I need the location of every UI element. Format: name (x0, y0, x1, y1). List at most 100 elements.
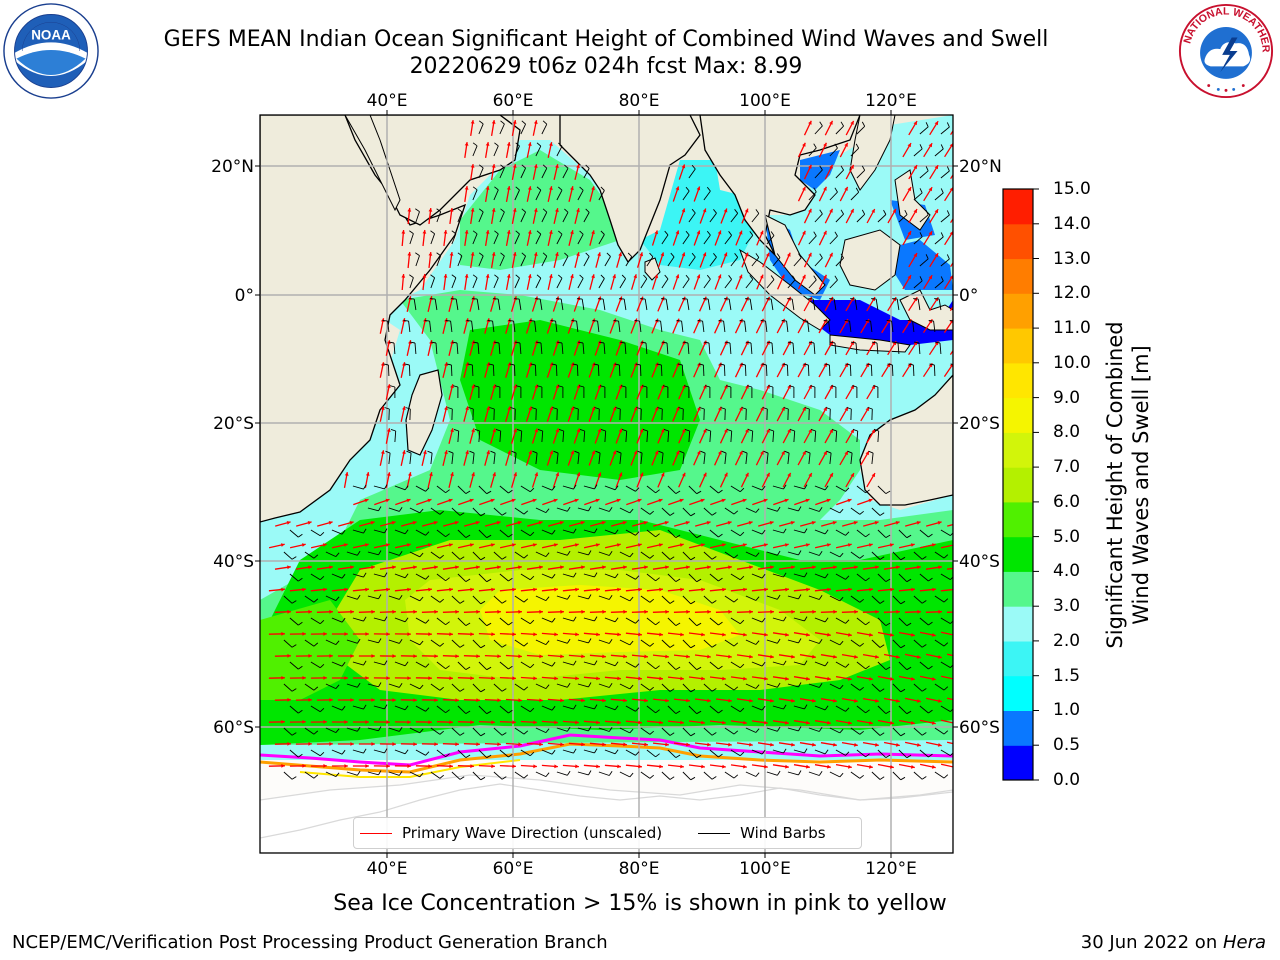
wind-barb-staff (871, 727, 881, 736)
wind-barb-staff (367, 771, 379, 776)
wind-barb-feather (335, 728, 340, 733)
wind-barb-feather (739, 487, 745, 493)
wave-arrow-head (910, 633, 915, 637)
wave-arrow-head (681, 428, 686, 433)
wind-barb-feather (906, 578, 912, 583)
wind-barb-feather (649, 554, 654, 559)
wave-arrow-head (602, 565, 606, 570)
wave-arrow-head (766, 428, 770, 433)
wind-barb-feather (940, 188, 944, 194)
wind-barb-staff (415, 485, 426, 492)
sea-ice-edge-pink (260, 733, 953, 767)
wave-arrow-head (287, 565, 291, 570)
wind-barb-staff (724, 639, 735, 647)
wind-barb-staff (450, 364, 453, 377)
wind-barb-feather (431, 341, 437, 344)
wind-barb-feather (335, 640, 340, 645)
wind-barb-feather (608, 683, 613, 688)
wind-barb-feather (363, 616, 367, 622)
wind-barb-staff (352, 573, 364, 578)
wind-barb-feather (649, 642, 654, 647)
wind-barb-feather (819, 253, 823, 259)
wind-barb-feather (865, 709, 870, 714)
wind-barb-staff (723, 364, 726, 377)
wind-barb-feather (545, 772, 550, 777)
wind-barb-feather (515, 385, 522, 388)
wind-barb-feather (453, 428, 459, 432)
wave-arrow-head (875, 742, 879, 747)
wind-barb-feather (409, 274, 414, 278)
colorbar-segment (1003, 432, 1033, 468)
wave-arrow-head (365, 764, 369, 768)
wind-barb-feather (664, 230, 669, 236)
wind-barb-feather (425, 707, 430, 712)
wind-barb-feather (529, 487, 535, 493)
wave-arrow-head (917, 565, 921, 570)
wind-barb-staff (514, 771, 525, 779)
wave-arrow-head (700, 498, 705, 503)
wave-arrow-head (722, 764, 726, 769)
wind-barb-staff (598, 771, 610, 776)
wind-barb-staff (541, 123, 548, 135)
wave-arrow-head (675, 362, 680, 367)
wind-barb-feather (684, 428, 690, 432)
wind-barb-feather (809, 341, 815, 344)
wind-barb-feather (357, 550, 361, 556)
wind-barb-feather (845, 707, 850, 712)
wave-arrow-head (527, 186, 532, 190)
wave-arrow-head (575, 587, 579, 592)
wind-barb-feather (399, 683, 403, 688)
map-legend: Primary Wave Direction (unscaled) Wind B… (353, 817, 862, 849)
wave-arrow-head (506, 142, 511, 146)
wave-arrow-head (323, 676, 327, 680)
wave-direction-legend-swatch (360, 832, 392, 834)
wind-barb-feather (706, 230, 711, 236)
wind-barb-staff (457, 617, 467, 626)
wind-barb-staff (723, 321, 726, 333)
wind-barb-feather (893, 341, 899, 344)
wind-barb-staff (514, 233, 520, 245)
wave-arrow-head (433, 521, 438, 525)
wind-barb-staff (812, 299, 816, 311)
wind-barb-feather (341, 573, 346, 579)
wind-barb-staff (562, 705, 574, 710)
wave-arrow-head (570, 450, 575, 455)
wind-barb-staff (455, 299, 459, 311)
wave-arrow-head (386, 632, 390, 636)
wind-barb-staff (850, 683, 861, 691)
wave-arrow-head (344, 472, 349, 476)
wind-barb-staff (940, 617, 951, 624)
wind-barb-feather (804, 748, 808, 754)
wind-barb-feather (500, 120, 505, 125)
wind-barb-feather (804, 407, 810, 410)
wind-barb-feather (459, 512, 465, 516)
wave-arrow-shaft (950, 217, 953, 224)
wind-barb-feather (599, 341, 605, 344)
wind-barb-feather (439, 554, 444, 559)
wind-barb-staff (283, 639, 293, 648)
wind-barb-staff (331, 529, 343, 535)
wind-barb-feather (594, 484, 598, 490)
wind-barb-feather (399, 727, 403, 732)
wave-arrow-head (812, 654, 816, 659)
wave-arrow-head (575, 632, 579, 637)
wind-barb-staff (430, 771, 441, 779)
lon-tick-top: 80°E (619, 91, 660, 111)
wind-barb-staff (835, 430, 838, 443)
wind-barb-staff (472, 683, 482, 693)
wind-barb-feather (592, 319, 598, 322)
wind-barb-staff (709, 485, 719, 494)
wave-arrow-head (665, 742, 669, 747)
wave-arrow-head (907, 275, 911, 280)
wind-barb-staff (751, 485, 763, 491)
wind-barb-feather (879, 776, 885, 780)
wind-barb-feather (465, 534, 471, 538)
wind-barb-feather (419, 640, 424, 646)
wave-arrow-head (549, 186, 553, 190)
wind-barb-feather (798, 253, 802, 259)
wind-barb-staff (540, 342, 543, 355)
wind-barb-feather (966, 597, 969, 601)
lat-tick-right: 60°S (959, 718, 1000, 738)
wind-barb-feather (579, 186, 584, 191)
wave-arrow-head (697, 450, 701, 455)
